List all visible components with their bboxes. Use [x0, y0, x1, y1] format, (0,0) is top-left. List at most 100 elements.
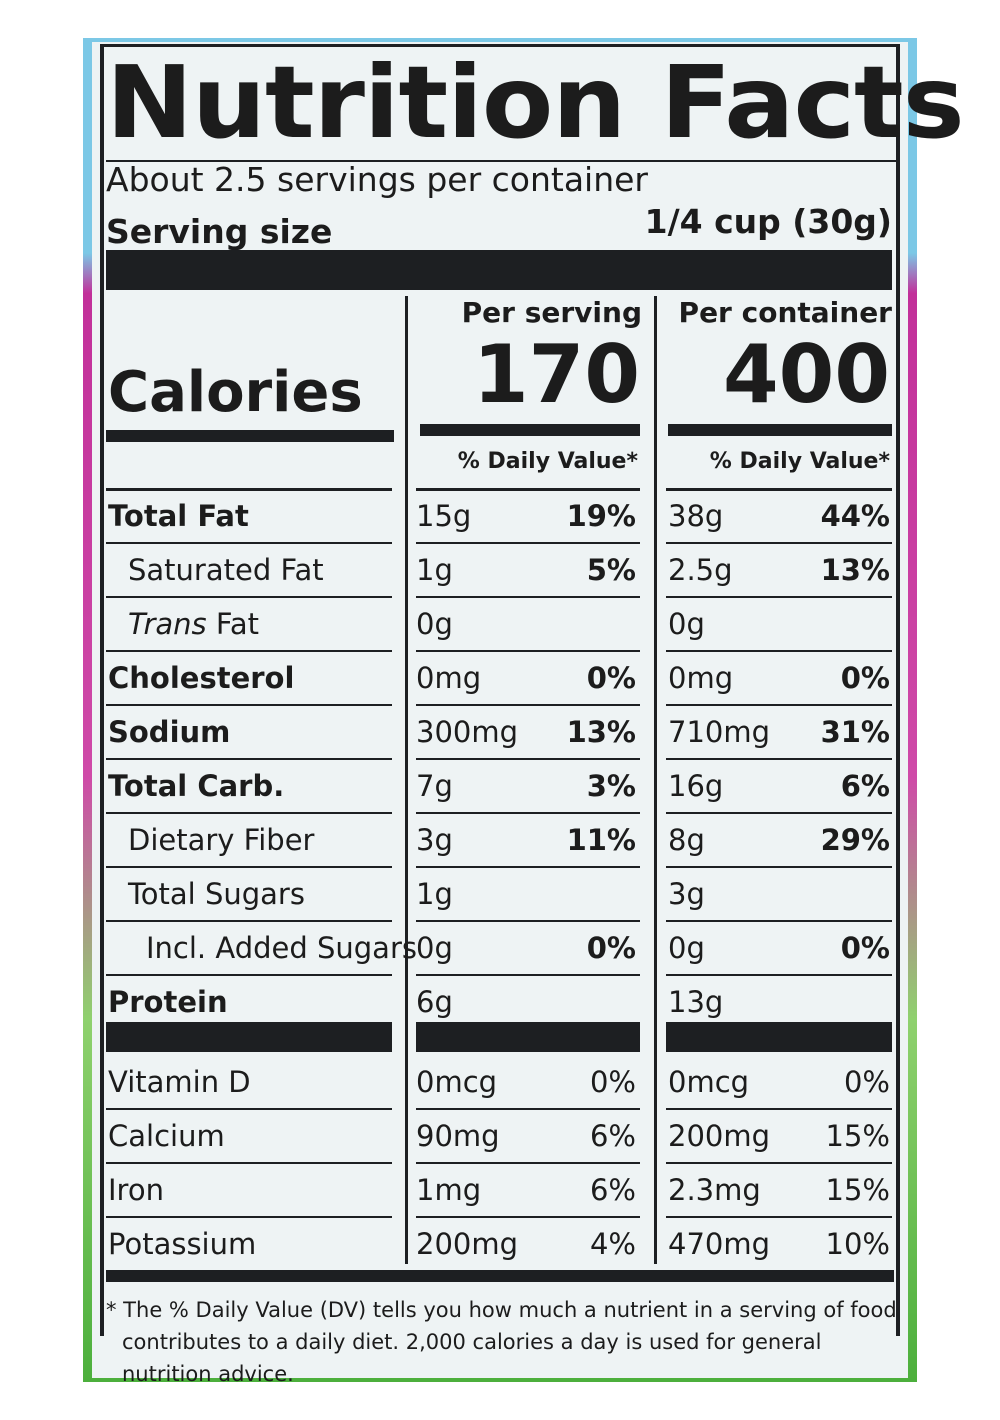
protein-thick-rule-right [666, 1022, 892, 1052]
nutrient-rule-left [106, 812, 392, 814]
nutrient-rule-mid [416, 704, 640, 706]
dv-header-container: % Daily Value* [709, 449, 890, 474]
vitamin-container-dv: 10% [825, 1227, 890, 1261]
nutrient-label: Trans Fat [128, 604, 259, 644]
vitamin-rule-mid [416, 1216, 640, 1218]
calories-rule-right [668, 424, 892, 436]
vitamin-container-dv: 15% [825, 1173, 890, 1207]
nutrient-label: Cholesterol [108, 661, 295, 695]
servings-per-container: About 2.5 servings per container [106, 160, 649, 199]
nutrient-rule-left [106, 704, 392, 706]
title-rule [106, 160, 896, 162]
serving-amount: 1g [416, 553, 453, 587]
container-amount: 8g [668, 823, 705, 857]
vitamin-label: Calcium [108, 1119, 225, 1153]
calories-per-container: 400 [723, 328, 890, 421]
header-per-container: Per container [678, 296, 892, 329]
container-dv: 6% [840, 769, 890, 803]
frame-right [896, 44, 900, 1336]
container-amount: 0mg [668, 661, 734, 695]
container-amount: 13g [668, 985, 724, 1019]
container-amount: 16g [668, 769, 724, 803]
calories-per-serving: 170 [473, 328, 640, 421]
serving-amount: 15g [416, 499, 472, 533]
vitamin-container-amount: 2.3mg [668, 1173, 761, 1207]
nutrient-label: Protein [108, 985, 228, 1019]
vitamin-serving-amount: 1mg [416, 1173, 482, 1207]
container-dv: 0% [840, 661, 890, 695]
protein-thick-rule-left [106, 1022, 392, 1052]
vitamin-container-dv: 15% [825, 1119, 890, 1153]
nutrient-rule-mid [416, 866, 640, 868]
vitamin-label: Potassium [108, 1227, 257, 1261]
serving-dv: 19% [566, 499, 636, 533]
nutrient-rule-left [106, 758, 392, 760]
nutrient-rule-mid [416, 758, 640, 760]
vitamin-serving-amount: 200mg [416, 1227, 519, 1261]
nutrient-label: Incl. Added Sugars [146, 931, 417, 965]
vitamin-container-amount: 470mg [668, 1227, 771, 1261]
nutrient-label: Sodium [108, 715, 231, 749]
nutrient-rule-left [106, 542, 392, 544]
vitamin-rule-right [666, 1162, 892, 1164]
vitamin-serving-amount: 0mcg [416, 1065, 498, 1099]
nutrient-label: Dietary Fiber [128, 823, 315, 857]
dv-rule-left [106, 488, 392, 491]
calories-rule-mid [420, 424, 640, 436]
nutrient-rule-right [666, 866, 892, 868]
header-per-serving: Per serving [461, 296, 642, 329]
serving-amount: 0g [416, 607, 453, 641]
vitamin-label: Vitamin D [108, 1065, 251, 1099]
container-dv: 0% [840, 931, 890, 965]
calories-rule-left [106, 430, 394, 442]
serving-dv: 11% [566, 823, 636, 857]
serving-size-label: Serving size [106, 212, 333, 251]
footnote-line-1: * The % Daily Value (DV) tells you how m… [106, 1298, 897, 1322]
nutrient-rule-left [106, 974, 392, 976]
nutrient-label: Total Fat [108, 499, 249, 533]
nutrient-rule-mid [416, 812, 640, 814]
nutrient-rule-mid [416, 542, 640, 544]
nutrient-rule-mid [416, 920, 640, 922]
vitamin-serving-dv: 6% [589, 1173, 636, 1207]
vitamin-rule-right [666, 1108, 892, 1110]
serving-dv: 5% [586, 553, 636, 587]
container-amount: 3g [668, 877, 705, 911]
nutrient-label-rest: Fat [206, 607, 260, 641]
container-amount: 710mg [668, 715, 771, 749]
dv-header-serving: % Daily Value* [457, 449, 638, 474]
serving-dv: 13% [566, 715, 636, 749]
vitamin-rule-mid [416, 1162, 640, 1164]
protein-thick-rule-mid [416, 1022, 640, 1052]
container-dv: 31% [820, 715, 890, 749]
vitamin-serving-dv: 4% [589, 1227, 636, 1261]
vitamin-rule-mid [416, 1108, 640, 1110]
container-dv: 44% [820, 499, 890, 533]
serving-amount: 0g [416, 931, 453, 965]
container-amount: 0g [668, 931, 705, 965]
nutrient-rule-left [106, 596, 392, 598]
nutrient-rule-mid [416, 974, 640, 976]
nutrient-label: Total Sugars [128, 877, 305, 911]
nutrient-label-italic: Trans [128, 607, 207, 641]
vitamin-serving-dv: 6% [589, 1119, 636, 1153]
container-dv: 13% [820, 553, 890, 587]
footnote: * The % Daily Value (DV) tells you how m… [106, 1294, 902, 1390]
nutrient-rule-right [666, 974, 892, 976]
serving-amount: 7g [416, 769, 453, 803]
serving-dv: 0% [586, 661, 636, 695]
vitamin-rule-left [106, 1108, 392, 1110]
thick-rule-top [106, 250, 892, 290]
nutrient-label: Saturated Fat [128, 553, 324, 587]
nutrient-rule-right [666, 542, 892, 544]
vitamin-container-amount: 200mg [668, 1119, 771, 1153]
frame-top [100, 44, 898, 47]
nutrient-rule-right [666, 650, 892, 652]
serving-amount: 1g [416, 877, 453, 911]
nutrient-rule-right [666, 596, 892, 598]
serving-amount: 3g [416, 823, 453, 857]
serving-dv: 3% [586, 769, 636, 803]
container-dv: 29% [820, 823, 890, 857]
nutrient-rule-right [666, 812, 892, 814]
vitamin-rule-left [106, 1216, 392, 1218]
